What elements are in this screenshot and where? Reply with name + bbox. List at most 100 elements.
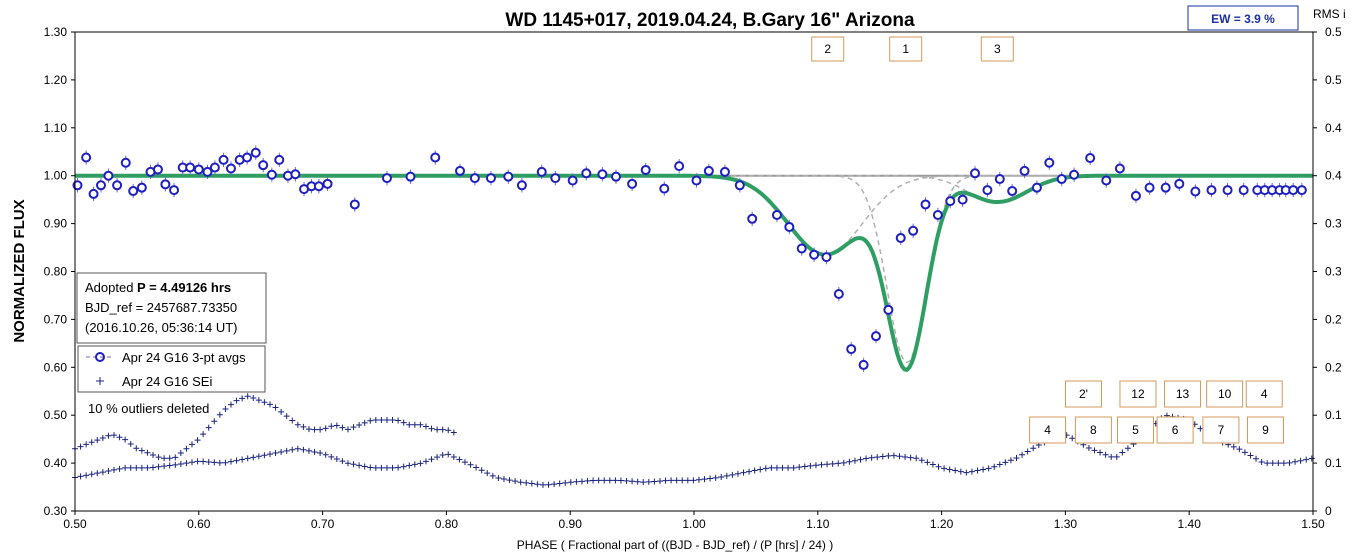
sei-point-a — [122, 436, 129, 443]
sei-point-a — [434, 426, 441, 433]
flux-point — [1007, 186, 1018, 197]
sei-point-b — [411, 461, 418, 468]
sei-point-b — [695, 476, 702, 483]
flux-point — [160, 179, 171, 190]
flux-point — [1222, 185, 1233, 196]
sei-point-a — [222, 405, 229, 412]
sei-point-b — [161, 463, 168, 470]
dip-label-bottom-box — [1246, 416, 1284, 444]
sei-point-a — [88, 439, 95, 446]
sei-point-b — [1030, 445, 1037, 452]
sei-point-b — [322, 451, 329, 458]
sei-point-b — [918, 457, 925, 464]
sei-point-a — [83, 441, 90, 448]
sei-point-b — [428, 456, 435, 463]
flux-point — [771, 209, 782, 220]
flux-point — [95, 180, 106, 191]
sei-point-b — [227, 458, 234, 465]
sei-point-b — [790, 464, 797, 471]
sei-point-b — [1247, 452, 1254, 459]
sei-point-b — [105, 468, 112, 475]
flux-point — [640, 164, 651, 175]
dip-label-bottom: 6 — [1172, 423, 1179, 437]
flux-points — [72, 145, 1307, 373]
flux-point — [734, 180, 745, 191]
flux-point — [821, 252, 832, 263]
x-tick-label: 1.00 — [682, 517, 706, 531]
sei-point-b — [868, 454, 875, 461]
y2-tick-label: 0.2 — [1325, 360, 1342, 374]
sei-point-b — [305, 447, 312, 454]
sei-point-b — [294, 445, 301, 452]
sei-point-a — [211, 418, 218, 425]
sei-point-b — [612, 477, 619, 484]
sei-point-b — [1308, 455, 1315, 462]
flux-point — [103, 170, 114, 181]
sei-point-b — [417, 460, 424, 467]
sei-point-b — [523, 479, 530, 486]
sei-point-b — [356, 462, 363, 469]
sei-point-b — [1275, 460, 1282, 467]
dip-label-bottom-box — [1206, 380, 1244, 408]
sei-point-b — [617, 477, 624, 484]
sei-point-b — [383, 464, 390, 471]
dip-label-bottom-box — [1064, 380, 1102, 408]
sei-point-b — [211, 459, 218, 466]
sei-point-b — [300, 446, 307, 453]
y2-tick-label: 0.4 — [1325, 121, 1342, 135]
sei-point-b — [361, 463, 368, 470]
flux-point — [833, 289, 844, 300]
sei-point-b — [378, 464, 385, 471]
sei-point-a — [133, 445, 140, 452]
x-tick-label: 1.30 — [1054, 517, 1078, 531]
sei-point-b — [517, 479, 524, 486]
sei-point-b — [707, 475, 714, 482]
ew-box: EW = 3.9 % — [1187, 5, 1299, 31]
sei-point-a — [311, 426, 318, 433]
sei-point-b — [1113, 453, 1120, 460]
sei-point-b — [896, 453, 903, 460]
sei-point-b — [344, 460, 351, 467]
y2-tick-label: 0.1 — [1325, 408, 1342, 422]
sei-point-b — [1002, 459, 1009, 466]
dip-label-bottom-box — [1202, 416, 1240, 444]
flux-point — [581, 168, 592, 179]
x-tick-label: 0.60 — [187, 517, 211, 531]
sei-point-b — [200, 458, 207, 465]
sei-point-b — [1069, 435, 1076, 442]
flux-point — [970, 168, 981, 179]
sei-point-b — [283, 447, 290, 454]
flux-point — [349, 199, 360, 210]
sei-point-a — [250, 394, 257, 401]
sei-point-b — [551, 481, 558, 488]
sei-point-b — [924, 459, 931, 466]
sei-point-b — [1119, 449, 1126, 456]
sei-point-b — [528, 480, 535, 487]
sei-point-b — [88, 471, 95, 478]
x-tick-label: 0.90 — [559, 517, 583, 531]
flux-point — [1069, 169, 1080, 180]
sei-point-b — [545, 481, 552, 488]
sei-point-b — [968, 468, 975, 475]
sei-point-b — [656, 478, 663, 485]
dip-label-bottom: 13 — [1176, 387, 1190, 401]
sei-point-b — [857, 456, 864, 463]
sei-point-a — [138, 447, 145, 454]
sei-point-b — [177, 460, 184, 467]
dip-label-bottom-box — [1156, 416, 1194, 444]
sei-point-b — [478, 467, 485, 474]
dip-label-top-box — [889, 36, 923, 62]
flux-point — [1296, 185, 1307, 196]
svg-text:Adopted P = 4.49126 hrs: Adopted P = 4.49126 hrs — [85, 280, 231, 295]
sei-point-a — [155, 454, 162, 461]
sei-point-b — [1102, 451, 1109, 458]
y-tick-label: 0.30 — [44, 504, 68, 518]
sei-point-b — [985, 465, 992, 472]
sei-point-b — [194, 458, 201, 465]
sei-point-b — [127, 464, 134, 471]
flux-point — [112, 180, 123, 191]
flux-point — [218, 154, 229, 165]
y2-tick-label: 0.2 — [1325, 312, 1342, 326]
sei-point-a — [361, 419, 368, 426]
sei-point-a — [272, 404, 279, 411]
